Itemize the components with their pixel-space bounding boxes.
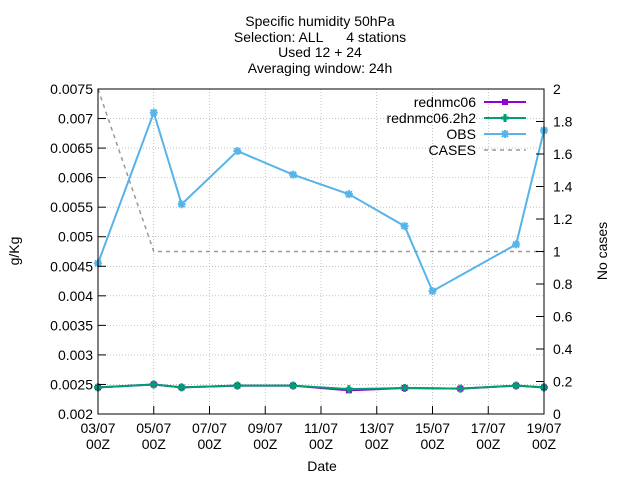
series-layer — [94, 88, 548, 394]
x-tick-label-date: 13/07 — [359, 420, 394, 436]
data-point-rednmc06-2h2 — [400, 384, 409, 392]
legend-marker-OBS — [501, 130, 509, 138]
y2-tick-label: 1 — [553, 244, 561, 260]
y-tick-label: 0.0035 — [50, 317, 93, 333]
y-tick-label: 0.0025 — [50, 376, 93, 392]
legend-marker-rednmc06-2h2 — [501, 114, 509, 122]
legend-label-OBS: OBS — [446, 126, 476, 142]
x-tick-label-hour: 00Z — [420, 436, 445, 452]
x-tick-label-date: 11/07 — [304, 420, 338, 436]
series-line-CASES — [97, 88, 544, 253]
x-tick-label-hour: 00Z — [532, 436, 557, 452]
chart-title-line-1: Specific humidity 50hPa — [245, 13, 395, 29]
y2-tick-label: 0.6 — [553, 309, 573, 325]
y-tick-label: 0.0065 — [50, 140, 93, 156]
x-tick-label-date: 09/07 — [248, 420, 283, 436]
y-tick-label: 0.003 — [58, 347, 93, 363]
chart-title-line-3: Used 12 + 24 — [278, 44, 362, 60]
y2-tick-label: 2 — [553, 81, 561, 97]
data-point-OBS — [428, 287, 437, 296]
legend-marker-rednmc06 — [502, 99, 508, 105]
y2-tick-label: 0.2 — [553, 374, 573, 390]
data-point-OBS — [233, 147, 242, 156]
chart-title-line-2: Selection: ALL 4 stations — [233, 29, 407, 45]
chart-title-line-4: Averaging window: 24h — [247, 60, 393, 76]
data-point-rednmc06-2h2 — [512, 381, 521, 390]
data-point-rednmc06-2h2 — [149, 380, 158, 389]
x-tick-label-hour: 00Z — [476, 436, 501, 452]
y2-tick-label: 1.4 — [553, 179, 573, 195]
data-point-OBS — [512, 240, 521, 249]
y2-tick-label: 1.8 — [553, 114, 573, 130]
x-tick-label-date: 17/07 — [471, 420, 506, 436]
x-tick-label-hour: 00Z — [309, 436, 334, 452]
data-point-rednmc06-2h2 — [344, 385, 353, 394]
y2-axis-label: No cases — [594, 222, 610, 280]
y-tick-label: 0.002 — [58, 406, 93, 422]
y-tick-label: 0.0055 — [50, 199, 93, 215]
y2-tick-label: 1.6 — [553, 146, 573, 162]
x-tick-label-date: 05/07 — [136, 420, 171, 436]
y-tick-label: 0.0045 — [50, 258, 93, 274]
y-tick-label: 0.0075 — [50, 81, 93, 97]
y-tick-label: 0.006 — [58, 170, 93, 186]
x-tick-label-date: 15/07 — [415, 420, 450, 436]
grid — [98, 89, 544, 414]
data-point-OBS — [289, 170, 298, 179]
x-tick-label-date: 19/07 — [526, 420, 561, 436]
legend-label-rednmc06-2h2: rednmc06.2h2 — [386, 110, 476, 126]
data-point-OBS — [149, 108, 158, 117]
data-point-rednmc06-2h2 — [177, 383, 186, 392]
data-point-OBS — [177, 200, 186, 209]
x-tick-label-date: 03/07 — [80, 420, 115, 436]
x-tick-label-hour: 00Z — [365, 436, 390, 452]
axes: 0.002 0.0025 0.003 0.0035 0.004 0.0045 0.005 0.… — [50, 81, 573, 452]
y-tick-label: 0.007 — [58, 111, 93, 127]
series-line-rednmc06-2h2 — [97, 383, 545, 391]
data-point-rednmc06-2h2 — [289, 381, 298, 390]
legend-label-rednmc06: rednmc06 — [414, 94, 476, 110]
x-tick-label-hour: 00Z — [86, 436, 111, 452]
x-tick-label-hour: 00Z — [253, 436, 278, 452]
data-point-rednmc06-2h2 — [456, 384, 465, 393]
legend-label-CASES: CASES — [429, 142, 476, 158]
data-point-rednmc06-2h2 — [233, 381, 242, 390]
series-line-OBS — [97, 109, 545, 293]
x-tick-label-hour: 00Z — [142, 436, 167, 452]
y2-tick-label: 0.8 — [553, 276, 573, 292]
x-tick-label-hour: 00Z — [197, 436, 222, 452]
y2-tick-label: 1.2 — [553, 211, 573, 227]
y-tick-label: 0.005 — [58, 229, 93, 245]
data-point-OBS — [400, 222, 409, 231]
y-tick-label: 0.004 — [58, 288, 93, 304]
x-axis-label: Date — [307, 458, 337, 474]
data-point-OBS — [344, 190, 353, 199]
y-axis-label: g/Kg — [6, 237, 22, 266]
y2-tick-label: 0.4 — [553, 341, 573, 357]
y2-tick-label: 0 — [553, 406, 561, 422]
x-tick-label-date: 07/07 — [192, 420, 227, 436]
